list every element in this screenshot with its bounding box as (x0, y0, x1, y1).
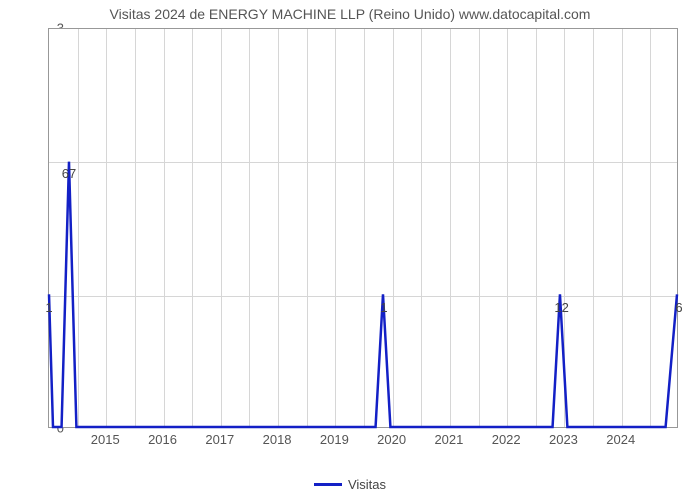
data-point-label: 12 (554, 300, 568, 315)
x-tick-label: 2022 (492, 432, 521, 447)
x-tick-label: 2016 (148, 432, 177, 447)
x-tick-label: 2021 (434, 432, 463, 447)
legend-swatch (314, 483, 342, 486)
x-tick-label: 2015 (91, 432, 120, 447)
data-point-label: 1 (380, 300, 387, 315)
x-tick-label: 2024 (606, 432, 635, 447)
plot-area: 1671126 (48, 28, 678, 428)
legend-label: Visitas (348, 477, 386, 492)
data-point-label: 6 (675, 300, 682, 315)
data-point-label: 67 (62, 166, 76, 181)
x-tick-label: 2017 (205, 432, 234, 447)
visits-chart: Visitas 2024 de ENERGY MACHINE LLP (Rein… (0, 0, 700, 500)
x-tick-label: 2018 (263, 432, 292, 447)
x-tick-label: 2019 (320, 432, 349, 447)
chart-title: Visitas 2024 de ENERGY MACHINE LLP (Rein… (0, 6, 700, 22)
x-tick-label: 2023 (549, 432, 578, 447)
line-series (49, 29, 677, 427)
legend: Visitas (0, 476, 700, 492)
data-point-label: 1 (45, 300, 52, 315)
x-tick-label: 2020 (377, 432, 406, 447)
